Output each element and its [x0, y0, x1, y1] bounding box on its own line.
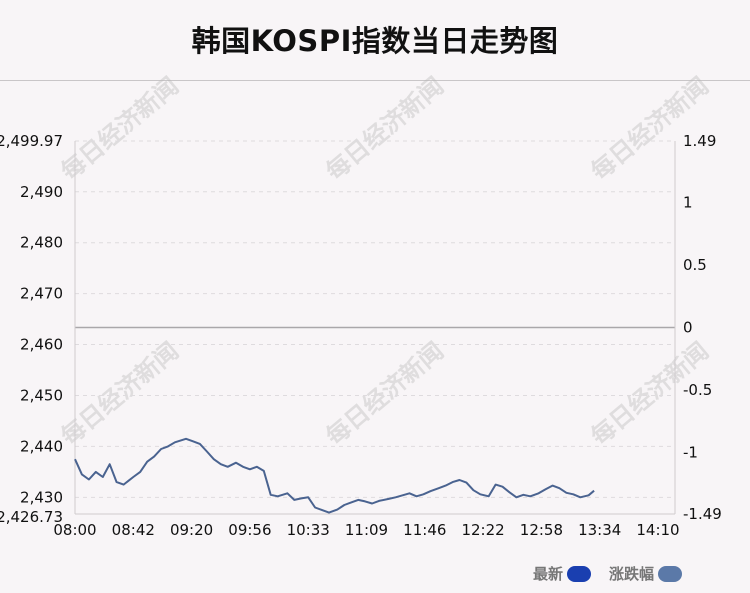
x-tick-8: 12:58	[520, 521, 563, 539]
legend-change-swatch	[658, 565, 683, 582]
x-tick-9: 13:34	[578, 521, 621, 539]
x-tick-3: 09:56	[228, 521, 271, 539]
left-tick-1: 2,490	[20, 183, 63, 201]
x-tick-2: 09:20	[170, 521, 213, 539]
left-tick-7: 2,430	[20, 488, 63, 506]
right-tick-5: -1	[683, 444, 698, 462]
left-tick-5: 2,450	[20, 386, 63, 404]
right-tick-1: 1	[683, 193, 693, 211]
left-tick-3: 2,470	[20, 285, 63, 303]
chart-title: 韩国KOSPI指数当日走势图	[191, 24, 559, 58]
x-tick-4: 10:33	[287, 521, 330, 539]
x-tick-5: 11:09	[345, 521, 388, 539]
x-tick-0: 08:00	[53, 521, 96, 539]
left-tick-4: 2,460	[20, 336, 63, 354]
series-group	[74, 437, 595, 514]
legend-latest-swatch	[567, 565, 592, 582]
legend-latest[interactable]: 最新	[533, 563, 592, 584]
left-tick-8: 2,426.73	[0, 508, 63, 526]
title-divider	[0, 80, 750, 81]
right-tick-6: -1.49	[683, 505, 722, 523]
watermark-1: 每日经济新闻	[321, 72, 449, 186]
x-axis-ticks: 08:00 08:42 09:20 09:56 10:33 11:09 11:46 12:22…	[53, 521, 679, 539]
x-tick-6: 11:46	[403, 521, 446, 539]
right-y-axis-ticks: 1.49 1 0.5 0 -0.5 -1 -1.49	[683, 132, 722, 523]
right-tick-2: 0.5	[683, 256, 707, 274]
x-tick-1: 08:42	[112, 521, 155, 539]
series-line-0	[74, 437, 595, 514]
axes	[74, 141, 676, 515]
left-tick-0: 2,499.97	[0, 132, 63, 150]
left-tick-6: 2,440	[20, 437, 63, 455]
right-tick-0: 1.49	[683, 132, 716, 150]
left-y-axis-ticks: 2,499.97 2,490 2,480 2,470 2,460 2,450 2,440 2,…	[0, 132, 63, 526]
right-tick-4: -0.5	[683, 381, 712, 399]
right-tick-3: 0	[683, 319, 693, 337]
legend-latest-label: 最新	[533, 565, 564, 583]
grid-lines	[75, 140, 675, 515]
watermark-2: 每日经济新闻	[586, 72, 714, 186]
x-tick-7: 12:22	[461, 521, 504, 539]
legend-change-label: 涨跌幅	[609, 565, 655, 583]
legend-change[interactable]: 涨跌幅	[609, 563, 683, 584]
x-tick-10: 14:10	[636, 521, 679, 539]
left-tick-2: 2,480	[20, 234, 63, 252]
watermark-4: 每日经济新闻	[321, 337, 449, 451]
